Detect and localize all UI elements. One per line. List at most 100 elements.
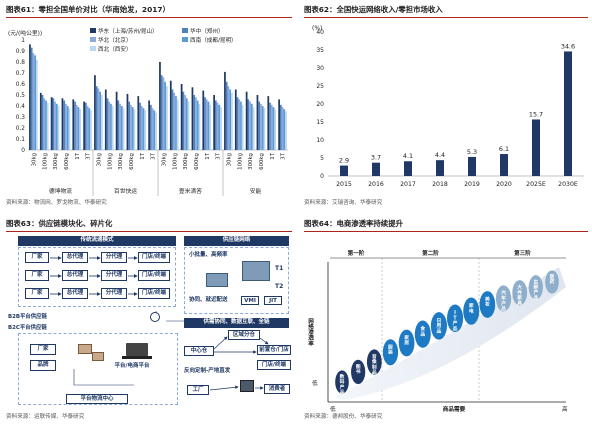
legend-swatch <box>182 37 188 42</box>
bar <box>68 108 71 150</box>
person-icon <box>150 312 160 322</box>
y-tick-label: 10 <box>316 137 324 144</box>
bar <box>122 108 125 150</box>
laptop-icon <box>126 343 148 356</box>
bar <box>238 99 241 150</box>
legend-label: 华北（北京） <box>98 36 132 44</box>
x-tick-label: 3T <box>216 152 222 159</box>
figure-63-source: 资料来源：运联传媒、华泰研究 <box>6 414 85 420</box>
figure-61: 图表61：零担全国单价对比（华南始发，2017） (元/(吨公里)) 0 0.1 0.… <box>6 3 292 211</box>
x-tick-label: 1T <box>75 152 81 159</box>
bar <box>57 106 60 150</box>
bar <box>204 97 206 150</box>
bar <box>162 77 165 150</box>
data-label: 6.1 <box>499 145 509 153</box>
b2c-brand: 品牌 <box>30 360 56 371</box>
bar <box>372 162 380 176</box>
bar <box>220 107 222 150</box>
legend-swatch <box>90 28 96 33</box>
bar <box>155 112 157 150</box>
bar <box>260 103 262 150</box>
x-tick-label: 3T <box>151 152 157 159</box>
category-bubble <box>351 359 366 385</box>
bar <box>436 160 444 176</box>
row3-cell-2: 总代理 <box>62 288 88 299</box>
figure-61-header: 图表61：零担全国单价对比（华南始发，2017） <box>6 3 292 18</box>
legend-swatch <box>182 28 188 33</box>
bar <box>267 96 270 150</box>
category-label: 服装 <box>388 343 393 355</box>
bar <box>236 97 239 150</box>
bar <box>148 100 150 150</box>
data-label: 34.6 <box>561 42 575 50</box>
x-tick-label: 600kg <box>64 153 70 170</box>
category-bubble <box>479 291 496 318</box>
x-tick-label: 2025E <box>526 181 546 188</box>
bar <box>153 110 156 150</box>
bar <box>160 75 163 150</box>
bar <box>43 98 46 150</box>
right-mid-title: 供需协同、数据互联、全链 <box>184 318 289 328</box>
bar <box>133 109 136 150</box>
data-label: 3.7 <box>371 154 381 162</box>
category-bubble <box>463 297 480 325</box>
bar <box>32 53 35 151</box>
bar <box>249 101 251 150</box>
x-tick-label: 2018 <box>432 181 448 188</box>
bar <box>195 97 197 150</box>
category-bubble <box>545 270 559 294</box>
x-tick-label: 600kg <box>259 153 265 170</box>
x-tick-label: 600kg <box>194 153 200 170</box>
bar <box>500 154 508 176</box>
row1-cell-4: 门店/终端 <box>138 252 170 263</box>
bar <box>110 103 112 150</box>
x-tick-label: 300kg <box>183 153 189 170</box>
bar <box>252 107 255 150</box>
x-tick-label: 600kg <box>129 153 135 170</box>
row3-cell-4: 门店/终端 <box>138 288 170 299</box>
bar <box>139 102 141 150</box>
y-axis-label: (%) <box>312 25 322 32</box>
y-tick-label: 0 <box>320 173 324 180</box>
row2-cell-4: 门店/终端 <box>138 270 170 281</box>
stage-label: 第三阶 <box>513 249 531 257</box>
laptop-base <box>122 356 152 359</box>
bar <box>104 89 107 150</box>
bar <box>216 102 219 150</box>
x-tick-label: 2030E <box>558 181 578 188</box>
b2c-frame <box>18 333 178 405</box>
bar <box>159 62 161 150</box>
bar <box>205 99 208 150</box>
bar <box>74 101 76 150</box>
group-label: 安能 <box>250 187 262 195</box>
bar <box>272 107 275 150</box>
y-axis-label: (元/(吨公里)) <box>8 29 42 37</box>
data-label: 2.9 <box>339 157 349 165</box>
y-tick-label: 0.3 <box>16 115 26 121</box>
bar <box>209 104 212 150</box>
bar <box>30 47 33 151</box>
category-label: 美妆 <box>485 296 490 308</box>
group-label: 百世快运 <box>114 187 137 195</box>
bar <box>187 101 190 150</box>
bar <box>39 92 42 150</box>
bar <box>128 101 131 150</box>
bar <box>229 89 232 150</box>
category-bubble <box>495 285 512 312</box>
legend-swatch <box>90 46 96 51</box>
traditional-frame <box>18 247 176 307</box>
bar <box>90 110 92 150</box>
category-label: 家居 <box>404 334 409 346</box>
y-tick-label: 0.2 <box>16 126 26 132</box>
y-axis-label: 网络渗透率 <box>307 317 314 347</box>
bar <box>88 108 91 150</box>
x-high-label: 高 <box>562 405 568 412</box>
bar <box>207 101 210 150</box>
bar <box>468 156 476 176</box>
bar <box>241 104 244 150</box>
legend-label: 西北（西安） <box>98 45 132 53</box>
package-icon <box>78 344 92 354</box>
category-bubble <box>430 312 447 340</box>
bar <box>173 92 176 150</box>
